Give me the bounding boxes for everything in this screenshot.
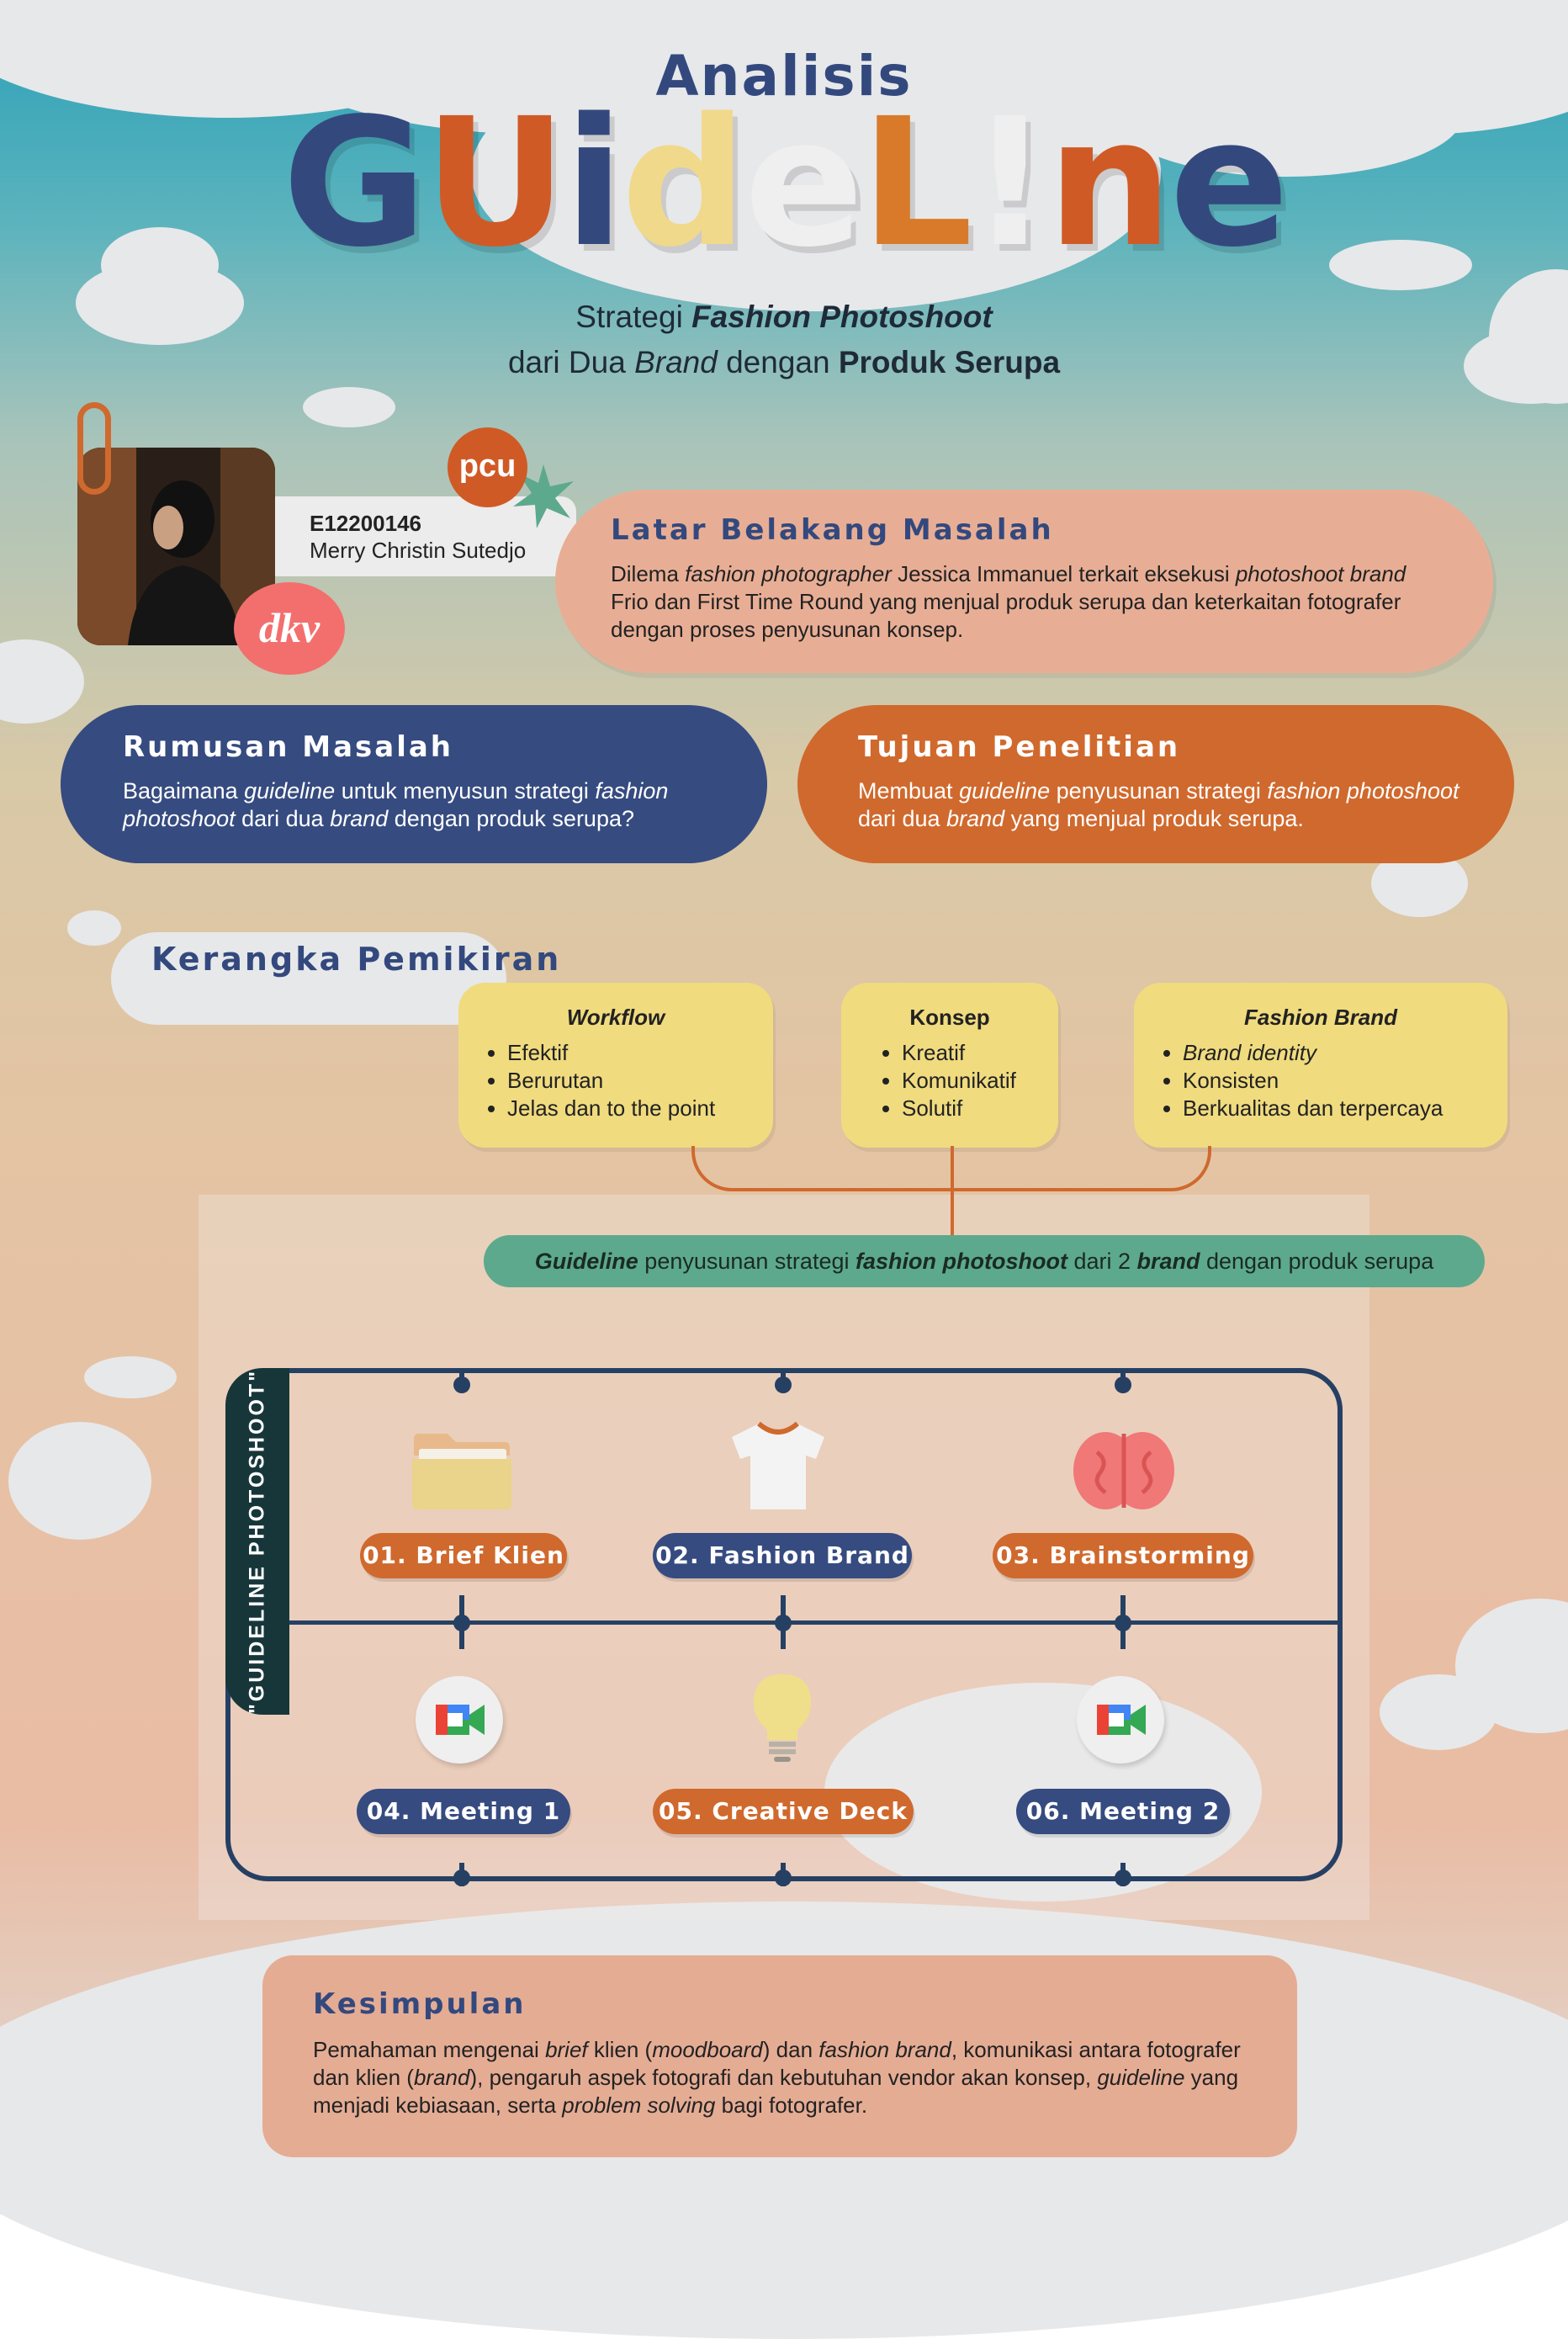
timeline-node <box>453 1376 470 1393</box>
cloud <box>1380 1674 1497 1750</box>
problem-formulation-card: Rumusan Masalah Bagaimana guideline untu… <box>61 705 767 863</box>
timeline-node <box>453 1615 470 1631</box>
timeline-node <box>775 1615 792 1631</box>
section-heading: Rumusan Masalah <box>123 730 454 764</box>
framework-result: Guideline penyusunan strategi fashion ph… <box>484 1235 1485 1287</box>
title-letter: G <box>282 80 426 286</box>
dkv-logo: dkv <box>234 582 345 675</box>
author-card: E12200146 Merry Christin Sutedjo <box>269 496 576 576</box>
section-text: Membuat guideline penyusunan strategi fa… <box>858 778 1459 831</box>
cloud <box>8 1422 151 1540</box>
folder-icon <box>412 1434 511 1509</box>
google-meet-icon <box>416 1676 503 1764</box>
connector-line <box>951 1146 954 1237</box>
guideline-vertical-label: "GUIDELINE PHOTOSHOOT" <box>245 1368 269 1715</box>
heading-cloud <box>111 932 506 1025</box>
timeline-node <box>1115 1376 1131 1393</box>
paperclip-icon <box>77 402 111 495</box>
section-heading: Tujuan Penelitian <box>858 730 1181 764</box>
card-item: Efektif <box>507 1039 773 1067</box>
subtitle-emphasis: Produk Serupa <box>838 345 1061 379</box>
pcu-logo: pcu <box>448 427 527 507</box>
card-item: Solutif <box>902 1095 1058 1122</box>
step-label: 06. Meeting 2 <box>1016 1789 1230 1834</box>
cloud <box>471 34 1161 311</box>
section-text: Bagaimana guideline untuk menyusun strat… <box>123 778 669 831</box>
subtitle: Strategi Fashion Photoshoot dari Dua Bra… <box>0 294 1568 385</box>
card-item: Brand identity <box>1183 1039 1507 1067</box>
title-letter: i <box>564 80 624 286</box>
section-heading: Kesimpulan <box>313 1987 527 2021</box>
title-letter: e <box>1169 80 1289 286</box>
title-letter: ! <box>969 80 1051 286</box>
section-text: Dilema fashion photographer Jessica Imma… <box>611 561 1406 642</box>
timeline-node <box>1115 1870 1131 1886</box>
card-item: Kreatif <box>902 1039 1058 1067</box>
timeline-node <box>1115 1615 1131 1631</box>
subtitle-text: dari Dua <box>507 345 635 379</box>
student-id: E12200146 <box>310 511 422 536</box>
conclusion-card: Kesimpulan Pemahaman mengenai brief klie… <box>262 1955 1297 2157</box>
research-goal-card: Tujuan Penelitian Membuat guideline peny… <box>797 705 1514 863</box>
timeline-node <box>775 1376 792 1393</box>
cloud <box>1329 240 1472 290</box>
card-item: Berkualitas dan terpercaya <box>1183 1095 1507 1122</box>
subtitle-emphasis: Fashion Photoshoot <box>691 300 993 334</box>
lightbulb-icon <box>754 1674 811 1762</box>
guideline-vertical-tab: "GUIDELINE PHOTOSHOOT" <box>225 1368 289 1715</box>
step-label: 04. Meeting 1 <box>357 1789 570 1834</box>
title-letter: U <box>423 80 568 286</box>
timeline-node <box>453 1870 470 1886</box>
card-title: Workflow <box>566 1005 665 1030</box>
step-label: 03. Brainstorming <box>993 1533 1253 1578</box>
step-label: 05. Creative Deck <box>653 1789 914 1834</box>
google-meet-icon <box>1077 1676 1164 1764</box>
title-letter: L <box>861 80 973 286</box>
cloud <box>303 387 395 427</box>
cloud <box>84 1356 177 1398</box>
title-kicker: Analisis <box>655 44 913 109</box>
section-text: Pemahaman mengenai brief klien (moodboar… <box>313 2037 1241 2118</box>
author-name: Merry Christin Sutedjo <box>310 538 527 563</box>
star-icon <box>513 464 574 528</box>
step-label: 01. Brief Klien <box>360 1533 567 1578</box>
timeline-node <box>775 1870 792 1886</box>
background-problem-card: Latar Belakang Masalah Dilema fashion ph… <box>555 490 1493 673</box>
framework-heading: Kerangka Pemikiran <box>151 941 562 978</box>
subtitle-emphasis: Brand <box>634 345 718 379</box>
card-item: Komunikatif <box>902 1067 1058 1095</box>
section-heading: Latar Belakang Masalah <box>611 513 1054 547</box>
framework-card-workflow: Workflow Efektif Berurutan Jelas dan to … <box>458 983 773 1148</box>
title-letter: n <box>1046 80 1173 286</box>
step-label: 02. Fashion Brand <box>653 1533 912 1578</box>
card-item: Berurutan <box>507 1067 773 1095</box>
title-letter: e <box>744 80 864 286</box>
framework-card-konsep: Konsep Kreatif Komunikatif Solutif <box>841 983 1058 1148</box>
framework-card-fashion-brand: Fashion Brand Brand identity Konsisten B… <box>1134 983 1507 1148</box>
title-letter: d <box>621 80 747 286</box>
cloud <box>67 910 121 946</box>
subtitle-text: dengan <box>717 345 839 379</box>
card-title: Fashion Brand <box>1243 1005 1397 1030</box>
card-item: Konsisten <box>1183 1067 1507 1095</box>
cloud <box>1110 50 1464 177</box>
card-item: Jelas dan to the point <box>507 1095 773 1122</box>
card-title: Konsep <box>909 1005 990 1030</box>
tshirt-icon <box>732 1421 824 1509</box>
cloud <box>101 227 219 303</box>
cloud <box>1464 328 1568 404</box>
subtitle-text: Strategi <box>575 300 692 334</box>
brain-icon <box>1073 1432 1174 1509</box>
title-guideline: GUideL!ne <box>0 91 1568 276</box>
